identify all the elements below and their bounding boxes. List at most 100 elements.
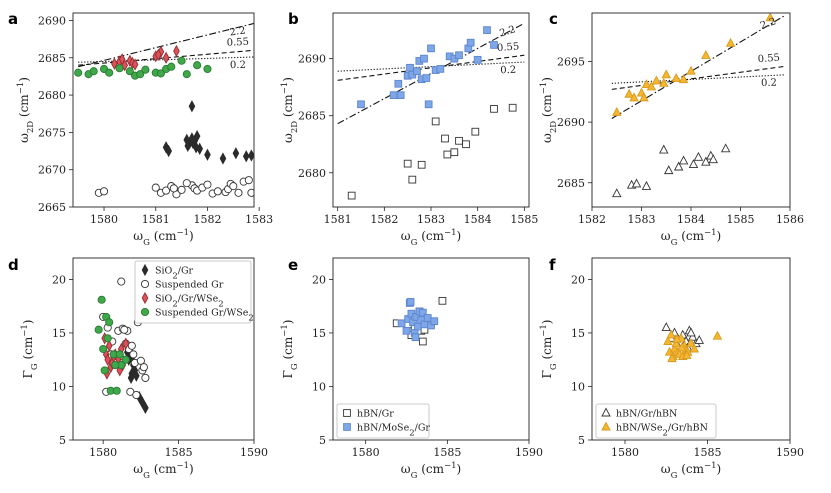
point-sio2_gr_wse2 bbox=[104, 353, 112, 366]
point-sio2_gr bbox=[248, 149, 254, 162]
x-tick-label: 1585 bbox=[694, 446, 722, 459]
legend-label-hbn_gr_hbn: hBN/Gr/hBN bbox=[616, 409, 677, 420]
panel-label-a: a bbox=[8, 10, 18, 28]
point-sio2_gr_wse2 bbox=[122, 337, 130, 350]
point-hbn_wse2_gr_hbn bbox=[712, 330, 723, 340]
point-sio2_gr bbox=[188, 100, 196, 113]
x-tick-label: 1580 bbox=[89, 446, 117, 459]
point-hbn_mose2_gr bbox=[406, 63, 414, 72]
point-sio2_gr bbox=[142, 401, 149, 415]
point-hbn_wse2_gr_hbn bbox=[689, 343, 700, 353]
point-susp_gr bbox=[141, 373, 150, 382]
slope-line-2.2 bbox=[78, 22, 254, 68]
x-tick-label: 1580 bbox=[352, 446, 380, 459]
point-hbn_wse2_gr_hbn bbox=[667, 353, 677, 363]
point-hbn_mose2_gr bbox=[430, 317, 439, 326]
point-sio2_gr_wse2 bbox=[155, 48, 162, 61]
slope-label-0.55: 0.55 bbox=[497, 41, 520, 54]
x-axis-label: ωG (cm−1) bbox=[661, 461, 721, 481]
point-hbn_gr bbox=[347, 191, 356, 200]
y-tick-label: 15 bbox=[312, 327, 326, 340]
point-susp_gr bbox=[177, 185, 186, 194]
y-tick-label: 2680 bbox=[298, 167, 326, 180]
point-susp_gr_wse2 bbox=[94, 325, 103, 334]
slope-line-2.2 bbox=[337, 22, 525, 125]
point-susp_gr_wse2 bbox=[111, 361, 120, 370]
point-hbn_gr_hbn bbox=[686, 327, 696, 337]
legend-box bbox=[336, 403, 430, 439]
y-axis-label: ω2D (cm−1) bbox=[539, 77, 559, 143]
point-hbn_wse2_gr_hbn bbox=[725, 37, 736, 47]
axes-frame bbox=[332, 12, 530, 208]
x-axis-label: ωG (cm−1) bbox=[401, 228, 461, 248]
plot-area bbox=[337, 22, 525, 200]
point-hbn_mose2_gr bbox=[402, 326, 411, 335]
point-hbn_mose2_gr bbox=[422, 74, 431, 82]
slope-label-0.55: 0.55 bbox=[757, 52, 780, 65]
point-hbn_gr_hbn bbox=[720, 143, 731, 153]
point-hbn_wse2_gr_hbn bbox=[663, 336, 673, 345]
legend-label-hbn_wse2_gr_hbn: hBN/WSe2/Gr/hBN bbox=[616, 423, 708, 439]
point-hbn_wse2_gr_hbn bbox=[666, 329, 676, 339]
y-axis-label: ΓG (cm−1) bbox=[280, 320, 300, 379]
x-axis-label: ωG (cm−1) bbox=[133, 228, 193, 248]
point-hbn_mose2_gr bbox=[394, 79, 403, 88]
point-sio2_gr_wse2 bbox=[118, 53, 126, 66]
y-tick-label: 10 bbox=[312, 380, 326, 393]
legend-marker-hbn_wse2_gr_hbn bbox=[601, 421, 611, 431]
slope-label-0.55: 0.55 bbox=[226, 37, 249, 49]
y-tick-label: 2685 bbox=[38, 52, 66, 65]
legend-label-sio2_gr: SiO2/Gr bbox=[155, 266, 194, 282]
x-tick-label: 1585 bbox=[510, 213, 538, 226]
plot-area bbox=[611, 13, 786, 198]
point-susp_gr bbox=[151, 183, 160, 192]
point-susp_gr_wse2 bbox=[121, 355, 130, 364]
x-tick-label: 1582 bbox=[370, 213, 398, 226]
point-susp_gr_wse2 bbox=[99, 344, 108, 354]
point-hbn_wse2_gr_hbn bbox=[641, 79, 652, 88]
point-susp_gr bbox=[244, 176, 253, 185]
slope-label-2.2: 2.2 bbox=[229, 25, 246, 38]
slope-label-2.2: 2.2 bbox=[498, 24, 516, 39]
point-susp_gr bbox=[203, 180, 212, 189]
legend: hBN/Gr hBN/MoSe2/Gr bbox=[336, 403, 430, 439]
legend: hBN/Gr/hBN hBN/WSe2/Gr/hBN bbox=[595, 403, 717, 439]
point-hbn_wse2_gr_hbn bbox=[682, 349, 692, 359]
panel-label-b: b bbox=[288, 10, 299, 28]
slope-line-0.55 bbox=[611, 65, 786, 90]
point-sio2_gr bbox=[127, 371, 135, 385]
point-susp_gr_wse2 bbox=[115, 350, 124, 359]
point-susp_gr_wse2 bbox=[167, 62, 176, 71]
y-tick-label: 10 bbox=[571, 380, 585, 393]
plot-area bbox=[661, 322, 723, 363]
point-susp_gr bbox=[182, 179, 191, 188]
point-hbn_gr_hbn bbox=[661, 322, 671, 332]
point-hbn_gr bbox=[417, 160, 426, 169]
x-tick-label: 1590 bbox=[240, 446, 268, 459]
y-tick-label: 20 bbox=[571, 273, 585, 286]
legend-box bbox=[134, 260, 252, 324]
point-hbn_wse2_gr_hbn bbox=[661, 69, 671, 79]
slope-label-0.2: 0.2 bbox=[500, 65, 516, 76]
point-hbn_mose2_gr bbox=[418, 308, 427, 317]
panel-label-d: d bbox=[8, 256, 19, 274]
point-hbn_gr bbox=[418, 337, 427, 346]
y-tick-label: 2675 bbox=[38, 126, 66, 139]
panel-c: c 1582 1583 1584 1585 1586 2685 2690 2695 2.2 0.55… bbox=[539, 10, 804, 248]
x-tick-label: 1584 bbox=[677, 213, 705, 226]
legend-box bbox=[595, 403, 717, 439]
point-sio2_gr bbox=[193, 129, 201, 143]
point-hbn_gr_hbn bbox=[631, 178, 642, 188]
point-hbn_gr_hbn bbox=[663, 165, 674, 175]
point-hbn_mose2_gr bbox=[490, 41, 498, 49]
axes-frame bbox=[591, 257, 791, 441]
point-susp_gr bbox=[127, 341, 136, 350]
point-susp_gr bbox=[169, 184, 178, 193]
x-axis-label: ωG (cm−1) bbox=[133, 461, 193, 481]
point-hbn_gr bbox=[438, 296, 447, 305]
point-hbn_mose2_gr bbox=[411, 333, 420, 342]
point-susp_gr_wse2 bbox=[105, 68, 114, 77]
panel-label-e: e bbox=[288, 256, 298, 274]
legend-label-hbn_mose2_gr: hBN/MoSe2/Gr bbox=[357, 423, 430, 439]
slope-line-0.2 bbox=[611, 74, 786, 84]
